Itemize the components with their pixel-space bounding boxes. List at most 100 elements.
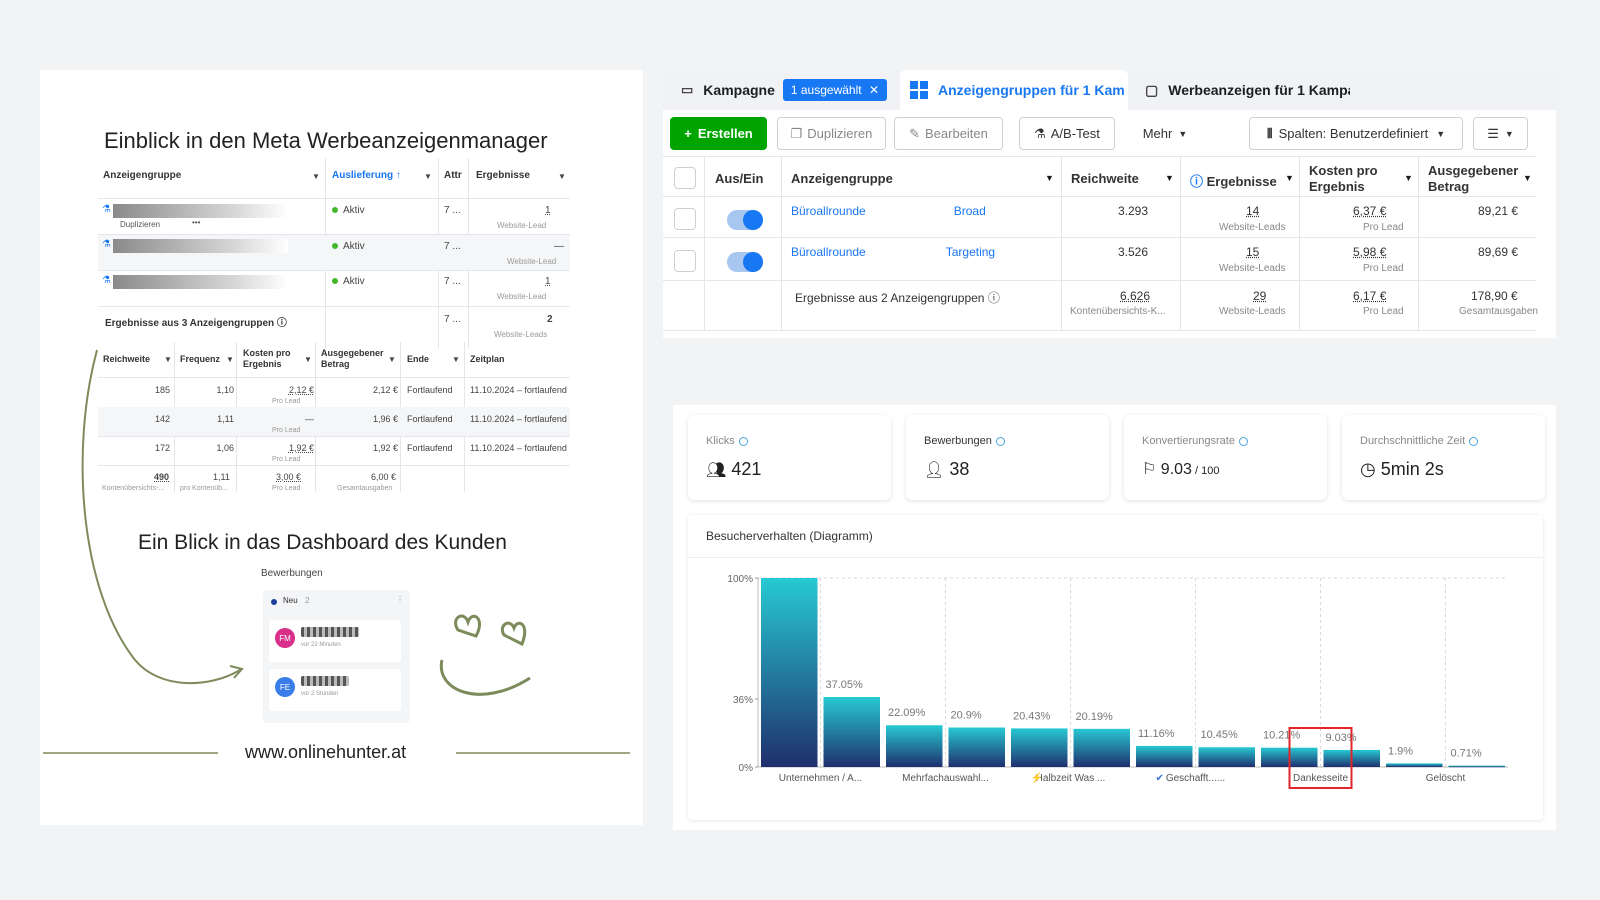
more-icon[interactable]: •••	[192, 218, 201, 227]
bar-value-label: 22.09%	[888, 707, 926, 719]
summary-label: Ergebnisse aus 2 Anzeigengruppen ⓘ	[795, 291, 1000, 305]
caret-down-icon[interactable]: ▼	[164, 355, 172, 364]
row-checkbox[interactable]	[674, 208, 696, 230]
user-icon: 👤︎	[924, 462, 945, 479]
col-reichweite[interactable]: Reichweite	[1071, 171, 1139, 186]
tab-anzeigengruppen[interactable]: Anzeigengruppen für 1 Kam	[900, 70, 1128, 110]
breakdown-button[interactable]: ☰ ▼	[1473, 117, 1528, 150]
columns-button[interactable]: ⦀ Spalten: Benutzerdefiniert ▼	[1249, 117, 1463, 150]
bar-value-label: 37.05%	[826, 679, 864, 691]
bar[interactable]	[948, 727, 1006, 767]
info-icon	[1469, 436, 1479, 446]
cell-plan: 11.10.2024 – fortlaufend	[470, 443, 567, 453]
col-toggle[interactable]: Aus/Ein	[715, 171, 764, 186]
kpi-bewerbungen: Bewerbungen 👤︎ 38	[906, 415, 1109, 500]
toggle-switch[interactable]	[727, 252, 763, 272]
caret-down-icon[interactable]: ▼	[1285, 173, 1294, 183]
col-reichweite[interactable]: Reichweite	[103, 354, 151, 364]
decorative-arrow	[43, 349, 630, 754]
bar[interactable]	[1011, 728, 1068, 767]
row-checkbox[interactable]	[674, 250, 696, 272]
bar[interactable]	[1073, 728, 1131, 767]
adgroup-link[interactable]: Büroallrounde Broad	[791, 204, 986, 218]
col-zeitplan[interactable]: Zeitplan	[470, 354, 505, 364]
highlight-box	[1288, 727, 1353, 789]
bar-chart: 100% 36% 0% 37.05% 22.09% 20.9% 20.43% 20.19% 11…	[727, 574, 1508, 789]
col-attr[interactable]: Attr	[444, 170, 462, 181]
col-kosten[interactable]: Kosten pro Ergebnis	[243, 348, 291, 369]
adgroup-link[interactable]: Büroallrounde Targeting	[791, 245, 996, 259]
abtest-button[interactable]: ⚗ A/B-Test	[1019, 117, 1115, 150]
more-vertical-icon[interactable]: ⋮	[396, 595, 404, 604]
duplicate-button[interactable]: ❐ Duplizieren	[777, 117, 886, 150]
x-tick-label: Dankesseite	[1293, 773, 1348, 784]
tab-kampagne[interactable]: ▭ Kampagne 1 ausgewählt ✕	[663, 70, 895, 110]
website-link[interactable]: www.onlinehunter.at	[245, 742, 407, 762]
caret-down-icon[interactable]: ▼	[1045, 173, 1054, 183]
bar[interactable]	[1136, 745, 1193, 767]
cell-plan: 11.10.2024 – fortlaufend	[470, 385, 567, 395]
caret-down-icon[interactable]: ▼	[424, 172, 432, 181]
col-ergebnisse[interactable]: ⓘ Ergebnisse	[1190, 174, 1277, 189]
col-ausgegeben[interactable]: Ausgegebener Betrag	[1428, 163, 1519, 194]
caret-down-icon[interactable]: ▼	[452, 355, 460, 364]
caret-down-icon[interactable]: ▼	[388, 355, 396, 364]
col-auslieferung[interactable]: Auslieferung ↑	[332, 170, 401, 181]
caret-down-icon[interactable]: ▼	[1404, 173, 1413, 183]
duplicate-link[interactable]: Duplizieren	[120, 220, 161, 229]
info-icon	[1238, 436, 1248, 446]
bar[interactable]	[823, 696, 881, 767]
col-kosten[interactable]: Kosten pro Ergebnis	[1309, 163, 1378, 194]
col-anzeigengruppe[interactable]: Anzeigengruppe	[103, 170, 182, 181]
cell-end: Fortlaufend	[407, 414, 453, 424]
flask-icon: ⚗	[1034, 125, 1046, 141]
caret-down-icon[interactable]: ▼	[304, 355, 312, 364]
applicant-card[interactable]: FM vor 22 Minuten	[269, 620, 401, 662]
redacted-name	[113, 204, 288, 218]
caret-down-icon[interactable]: ▼	[558, 172, 566, 181]
selected-badge[interactable]: 1 ausgewählt ✕	[782, 79, 887, 101]
col-ende[interactable]: Ende	[407, 354, 430, 364]
kanban-column: Neu 2 ⋮ FM vor 22 Minuten FE vor 2 Stund…	[263, 590, 410, 723]
bar-value-label: 20.9%	[951, 709, 982, 721]
redacted-name	[301, 627, 359, 637]
redacted-name	[113, 239, 288, 253]
x-tick-label: Unternehmen / A...	[779, 773, 862, 784]
bar[interactable]	[1198, 747, 1256, 767]
caret-down-icon[interactable]: ▼	[312, 172, 320, 181]
caret-down-icon[interactable]: ▼	[226, 355, 234, 364]
info-icon: ⓘ	[1190, 174, 1204, 189]
status-aktiv: Aktiv	[332, 205, 365, 216]
caret-down-icon[interactable]: ▼	[1165, 173, 1174, 183]
col-frequenz[interactable]: Frequenz	[180, 354, 221, 364]
edit-button[interactable]: ✎ Bearbeiten	[894, 117, 1003, 150]
caret-down-icon: ▼	[1436, 128, 1446, 139]
tab-werbeanzeigen[interactable]: ▢ Werbeanzeigen für 1 Kampa	[1135, 70, 1350, 110]
applicant-card[interactable]: FE vor 2 Stunden	[269, 669, 401, 711]
toggle-switch[interactable]	[727, 210, 763, 230]
cell-cost-sub: Pro Lead	[272, 427, 301, 434]
kpi-durchschnittliche-zeit: Durchschnittliche Zeit ◷ 5min 2s	[1342, 415, 1545, 500]
bar[interactable]	[886, 725, 943, 767]
chart-title: Besucherverhalten (Diagramm)	[706, 529, 873, 543]
select-all-checkbox[interactable]	[674, 167, 696, 189]
close-icon: ✕	[868, 83, 879, 97]
bar-value-label: 10.45%	[1201, 729, 1239, 741]
bar[interactable]	[1386, 763, 1443, 767]
list-icon: ☰	[1487, 125, 1499, 141]
create-button[interactable]: + Erstellen	[670, 117, 767, 150]
col-ergebnisse[interactable]: Ergebnisse	[476, 170, 530, 181]
caret-down-icon[interactable]: ▼	[1523, 173, 1532, 183]
result-value[interactable]: 1	[545, 205, 551, 216]
col-anzeigengruppe[interactable]: Anzeigengruppe	[791, 171, 893, 186]
bar[interactable]	[761, 578, 818, 767]
cell-freq: 1,11	[217, 414, 234, 424]
more-button[interactable]: Mehr ▼	[1130, 117, 1200, 150]
redacted-name	[113, 275, 288, 289]
cell-spent: 2,12 €	[372, 385, 398, 395]
col-ausgegeben[interactable]: Ausgegebener Betrag	[321, 348, 384, 369]
pencil-icon: ✎	[909, 125, 920, 141]
y-tick-label: 100%	[727, 574, 753, 585]
bar[interactable]	[1448, 765, 1506, 768]
cell-end: Fortlaufend	[407, 443, 453, 453]
